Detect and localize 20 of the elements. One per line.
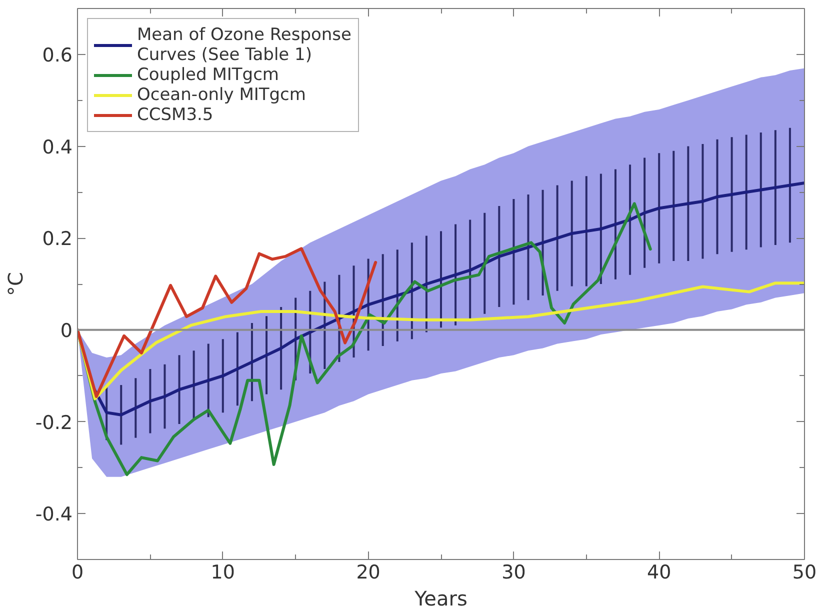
x-tick-label: 50	[792, 562, 817, 584]
legend-label: Coupled MITgcm	[137, 65, 279, 85]
x-tick-label: 20	[356, 562, 380, 584]
y-tick-label: 0.6	[42, 44, 72, 66]
line-series	[78, 282, 804, 400]
y-tick-label: 0.4	[42, 136, 72, 158]
line-series	[78, 202, 652, 476]
y-tick-label: -0.4	[35, 504, 73, 526]
legend-label: Ocean-only MITgcm	[137, 85, 306, 105]
x-tick-label: 40	[647, 562, 672, 584]
y-axis-title: °C	[3, 272, 28, 296]
y-tick-label: 0	[60, 320, 73, 342]
y-tick-label: 0.2	[42, 228, 72, 250]
x-tick-label: 30	[502, 562, 526, 584]
x-tick-label: 10	[210, 562, 235, 584]
y-tick-label: -0.2	[35, 412, 73, 434]
legend-label: CCSM3.5	[137, 105, 214, 125]
line-series	[78, 247, 378, 398]
x-axis-title: Years	[414, 586, 468, 610]
legend-label: Mean of Ozone Response Curves (See Table 1)	[137, 25, 352, 65]
